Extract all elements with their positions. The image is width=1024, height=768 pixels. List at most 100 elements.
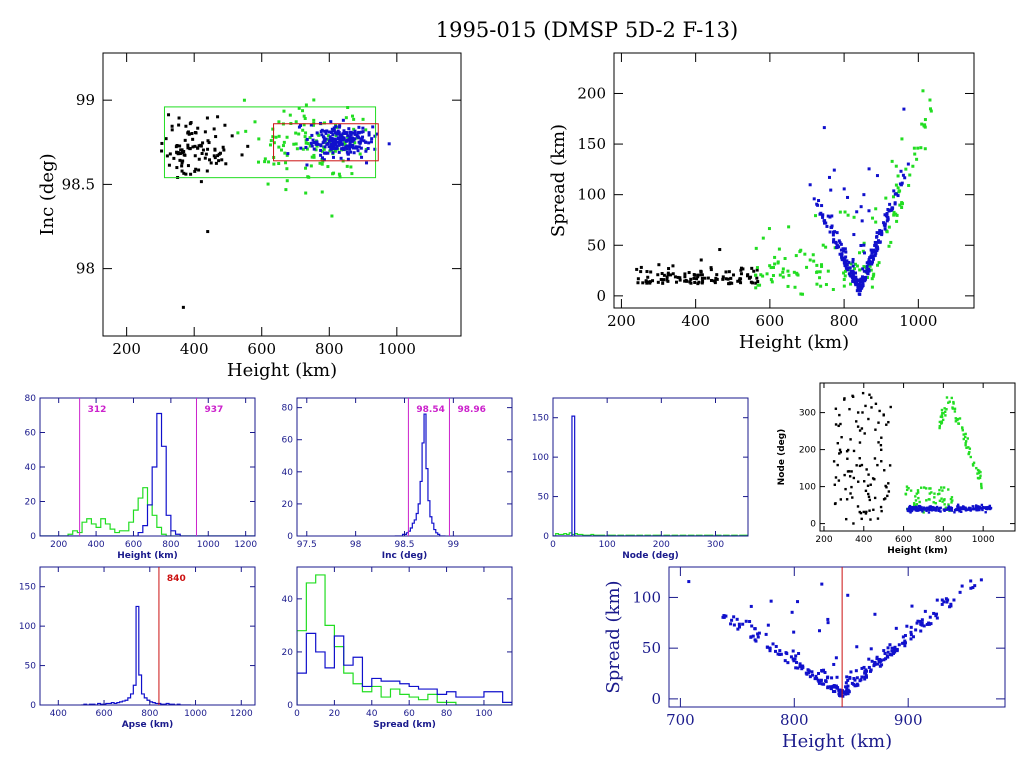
- scatter-point-blue: [884, 657, 888, 661]
- scatter-point-black: [713, 279, 717, 283]
- scatter-point-blue: [920, 621, 924, 625]
- x-tick-label: 98: [350, 540, 362, 550]
- scatter-point-blue: [311, 138, 315, 142]
- scatter-point-black: [199, 180, 203, 184]
- scatter-point-blue: [971, 586, 975, 590]
- scatter-point-blue: [923, 508, 927, 511]
- scatter-point-black: [666, 279, 670, 283]
- scatter-point-green: [320, 190, 324, 194]
- scatter-point-green: [815, 270, 819, 274]
- scatter-point-blue: [945, 508, 949, 511]
- scatter-point-blue: [851, 273, 855, 277]
- scatter-point-green: [913, 152, 917, 156]
- scatter-point-green: [950, 501, 953, 504]
- scatter-point-black: [858, 429, 862, 432]
- x-tick-label: 0: [550, 540, 556, 550]
- scatter-point-blue: [901, 173, 905, 177]
- scatter-point-blue: [334, 125, 338, 129]
- scatter-point-blue: [915, 505, 918, 509]
- scatter-point-black: [749, 275, 753, 279]
- scatter-point-blue: [919, 506, 922, 509]
- scatter-point-black: [186, 164, 190, 168]
- scatter-point-blue: [852, 275, 856, 279]
- y-tick-label: 200: [799, 446, 816, 456]
- plot-body: [81, 605, 191, 705]
- scatter-point-blue: [327, 145, 331, 149]
- scatter-point-black: [883, 469, 886, 472]
- scatter-point-black: [724, 270, 728, 274]
- scatter-point-blue: [878, 664, 882, 668]
- x-tick-label: 800: [935, 535, 952, 545]
- scatter-point-black: [844, 487, 847, 491]
- scatter-point-blue: [978, 508, 981, 512]
- scatter-point-blue: [757, 631, 761, 635]
- scatter-point-green: [297, 106, 301, 110]
- scatter-point-blue: [331, 151, 335, 155]
- scatter-point-blue: [330, 127, 334, 131]
- scatter-point-blue: [839, 242, 843, 246]
- scatter-point-black: [246, 144, 250, 148]
- scatter-point-blue: [958, 508, 962, 511]
- scatter-point-green: [303, 117, 307, 121]
- scatter-point-green: [929, 109, 933, 113]
- scatter-point-black: [180, 151, 184, 155]
- x-tick-label: 1200: [234, 540, 257, 550]
- scatter-point-blue: [988, 505, 991, 509]
- scatter-point-green: [295, 147, 299, 151]
- scatter-point-green: [256, 160, 260, 164]
- scatter-point-green: [838, 210, 842, 214]
- x-tick-label: 800: [141, 709, 158, 719]
- scatter-point-black: [645, 281, 649, 285]
- scatter-point-green: [783, 256, 787, 260]
- scatter-point-blue: [779, 652, 783, 656]
- scatter-point-black: [699, 270, 703, 274]
- x-axis-label: Height (km): [782, 731, 892, 752]
- scatter-point-blue: [849, 670, 853, 674]
- scatter-point-black: [214, 161, 218, 165]
- scatter-point-black: [858, 441, 862, 444]
- scatter-point-green: [928, 107, 932, 111]
- scatter-point-black: [191, 137, 195, 141]
- scatter-point-green: [940, 421, 944, 424]
- scatter-point-green: [976, 476, 980, 480]
- scatter-point-green: [869, 268, 873, 272]
- x-tick-label: 20: [329, 709, 341, 719]
- scatter-point-black: [165, 154, 169, 158]
- scatter-point-blue: [978, 506, 981, 509]
- scatter-point-blue: [837, 692, 841, 696]
- scatter-point-black: [692, 276, 696, 280]
- scatter-point-green: [891, 195, 895, 199]
- scatter-point-green: [773, 262, 777, 266]
- scatter-point-blue: [844, 689, 848, 693]
- scatter-point-green: [908, 173, 912, 177]
- x-tick-label: 1000: [972, 535, 995, 545]
- scatter-point-green: [831, 288, 835, 292]
- scatter-point-black: [858, 464, 862, 468]
- marker-label: 312: [88, 405, 107, 415]
- scatter-point-green: [759, 273, 763, 277]
- scatter-point-blue: [944, 597, 948, 601]
- scatter-point-black: [700, 273, 704, 277]
- scatter-point-blue: [820, 582, 824, 586]
- scatter-point-blue: [321, 156, 325, 160]
- y-tick-label: 0: [30, 701, 36, 711]
- scatter-point-blue: [851, 269, 855, 273]
- scatter-point-green: [320, 149, 324, 153]
- scatter-point-blue: [341, 136, 345, 140]
- scatter-point-blue: [884, 214, 888, 218]
- scatter-point-blue: [334, 143, 338, 147]
- scatter-point-blue: [832, 238, 836, 242]
- scatter-point-green: [843, 274, 847, 278]
- scatter-point-green: [907, 487, 910, 490]
- scatter-point-green: [312, 98, 316, 102]
- scatter-point-blue: [935, 612, 939, 616]
- scatter-point-black: [669, 273, 673, 277]
- scatter-point-blue: [862, 251, 866, 255]
- scatter-point-blue: [351, 146, 355, 150]
- scatter-point-blue: [857, 286, 861, 290]
- scatter-point-blue: [875, 249, 879, 253]
- scatter-point-green: [943, 410, 947, 414]
- scatter-point-black: [845, 450, 849, 453]
- scatter-point-black: [645, 270, 649, 274]
- scatter-point-green: [967, 452, 970, 456]
